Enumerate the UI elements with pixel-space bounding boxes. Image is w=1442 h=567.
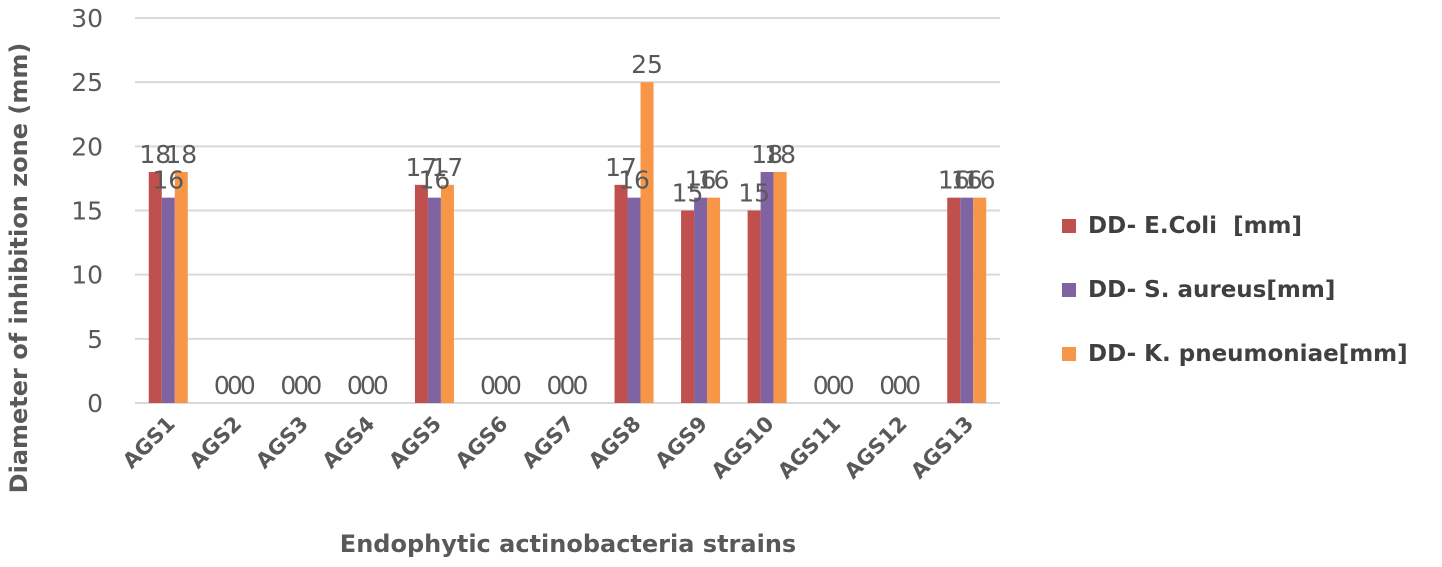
bar-ags8-series-2 <box>627 197 641 403</box>
y-tick-label: 25 <box>71 68 103 97</box>
bar-ags9-series-1 <box>681 210 695 403</box>
data-label: 15 <box>672 179 704 208</box>
x-axis-ticks: AGS1 AGS2 AGS3 AGS4 AGS5 AGS6 AGS7 AGS8 AGS9AGS1… <box>118 412 978 484</box>
x-tick-label: AGS6 <box>451 412 513 474</box>
data-label: 16 <box>698 166 730 195</box>
data-label: 16 <box>419 166 451 195</box>
x-tick-label: AGS8 <box>584 412 646 474</box>
y-axis-ticks: 0 5 10 15 20 25 30 <box>71 4 103 418</box>
data-label: 16 <box>685 166 717 195</box>
x-tick-label: AGS9 <box>650 412 712 474</box>
data-label: 0 <box>560 371 576 400</box>
y-tick-label: 30 <box>71 4 103 33</box>
data-label: 15 <box>738 179 770 208</box>
bar-ags10-series-2 <box>760 172 774 403</box>
bar-ags8-series-3 <box>640 82 654 404</box>
x-tick-label: AGS7 <box>517 412 579 474</box>
bar-ags1-series-3 <box>174 172 188 403</box>
legend-swatch <box>1062 347 1076 361</box>
data-label: 0 <box>506 371 522 400</box>
x-tick-label: AGS13 <box>906 412 978 484</box>
bar-ags5-series-1 <box>414 184 428 403</box>
legend-swatch <box>1062 283 1076 297</box>
y-tick-label: 15 <box>71 197 103 226</box>
data-label: 18 <box>764 140 796 169</box>
data-label: 0 <box>879 371 895 400</box>
data-label: 16 <box>618 166 650 195</box>
y-tick-label: 10 <box>71 261 103 290</box>
bar-ags10-series-3 <box>773 172 787 403</box>
legend-label: DD- S. aureus[mm] <box>1088 277 1335 303</box>
data-label: 0 <box>573 371 589 400</box>
data-label: 0 <box>227 371 243 400</box>
data-label: 0 <box>280 371 296 400</box>
legend-swatch <box>1062 219 1076 233</box>
y-tick-label: 0 <box>87 389 103 418</box>
data-label: 17 <box>432 153 464 182</box>
data-label: 0 <box>306 371 322 400</box>
bar-ags5-series-2 <box>427 197 441 403</box>
x-tick-label: AGS3 <box>251 412 313 474</box>
legend-label: DD- E.Coli [mm] <box>1088 213 1302 239</box>
y-axis-title: Diameter of inhibition zone (mm) <box>5 43 33 494</box>
x-axis-title: Endophytic actinobacteria strains <box>340 530 796 558</box>
bar-ags1-series-2 <box>161 197 175 403</box>
bar-ags13-series-2 <box>960 197 974 403</box>
data-label: 0 <box>813 371 829 400</box>
x-tick-label: AGS12 <box>840 412 912 484</box>
data-label: 0 <box>480 371 496 400</box>
data-label: 18 <box>165 140 197 169</box>
x-tick-label: AGS2 <box>185 412 247 474</box>
data-label: 0 <box>347 371 363 400</box>
x-tick-label: AGS10 <box>707 412 779 484</box>
y-tick-label: 5 <box>87 325 103 354</box>
legend: DD- E.Coli [mm] DD- S. aureus[mm] DD- K. p… <box>1062 213 1408 367</box>
x-tick-label: AGS5 <box>384 412 446 474</box>
data-label: 17 <box>406 153 438 182</box>
bar-ags13-series-3 <box>973 197 987 403</box>
data-label: 0 <box>373 371 389 400</box>
y-tick-label: 20 <box>71 132 103 161</box>
data-label: 17 <box>605 153 637 182</box>
x-tick-label: AGS11 <box>773 412 845 484</box>
bar-ags10-series-1 <box>747 210 761 403</box>
bar-ags13-series-1 <box>947 197 961 403</box>
bar-ags8-series-1 <box>614 184 628 403</box>
bar-ags1-series-1 <box>148 172 162 403</box>
x-tick-label: AGS4 <box>318 412 380 474</box>
data-label: 0 <box>360 371 376 400</box>
data-label: 25 <box>631 50 663 79</box>
gridlines <box>135 17 1000 404</box>
data-label: 18 <box>139 140 171 169</box>
bar-ags5-series-3 <box>440 184 454 403</box>
data-label: 0 <box>293 371 309 400</box>
data-label: 0 <box>892 371 908 400</box>
data-label: 0 <box>214 371 230 400</box>
data-label: 0 <box>826 371 842 400</box>
data-label: 16 <box>152 166 184 195</box>
bar-ags9-series-2 <box>694 197 708 403</box>
legend-label: DD- K. pneumoniae[mm] <box>1088 341 1408 367</box>
bars <box>148 82 987 404</box>
data-label: 16 <box>938 166 970 195</box>
data-label: 18 <box>751 140 783 169</box>
data-label: 0 <box>240 371 256 400</box>
data-label: 0 <box>493 371 509 400</box>
data-label: 16 <box>951 166 983 195</box>
data-label: 0 <box>839 371 855 400</box>
bar-ags9-series-3 <box>707 197 721 403</box>
data-label: 0 <box>905 371 921 400</box>
x-tick-label: AGS1 <box>118 412 180 474</box>
data-label: 16 <box>964 166 996 195</box>
data-label: 0 <box>547 371 563 400</box>
